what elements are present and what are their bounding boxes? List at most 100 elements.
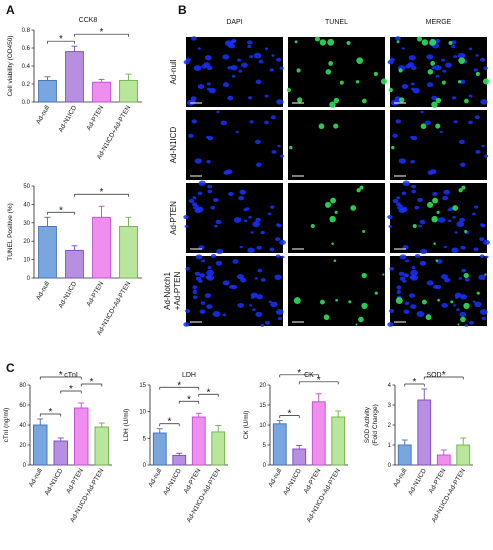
micrograph-dapi-3 xyxy=(183,253,285,327)
tunel-positive-spot xyxy=(294,40,298,44)
y-tick-label: 10 xyxy=(23,258,30,264)
tunel-positive-spot xyxy=(421,39,429,46)
y-tick-label: 2 xyxy=(388,423,392,429)
dapi-nucleus xyxy=(387,322,394,327)
x-tick-label: Ad-PTEN xyxy=(303,467,323,495)
dapi-nucleus xyxy=(388,224,393,228)
dapi-nucleus xyxy=(260,230,265,235)
dapi-nucleus xyxy=(435,74,440,78)
tunel-positive-spot xyxy=(436,210,440,214)
dapi-nucleus xyxy=(260,323,265,327)
tunel-positive-spot xyxy=(457,80,462,84)
bar xyxy=(436,454,451,466)
dapi-nucleus xyxy=(389,267,395,271)
dapi-nucleus xyxy=(417,197,423,203)
tunel-positive-spot xyxy=(433,242,436,245)
dapi-nucleus xyxy=(239,245,243,249)
y-tick-label: 0 xyxy=(263,463,267,469)
dapi-nucleus xyxy=(409,136,414,139)
y-tick-label: 10 xyxy=(259,423,266,429)
dapi-nucleus xyxy=(411,184,417,189)
tunel-positive-spot xyxy=(420,123,427,130)
dapi-nucleus xyxy=(271,54,275,57)
tunel-positive-spot xyxy=(464,98,469,104)
dapi-nucleus xyxy=(255,139,261,145)
dapi-nucleus xyxy=(459,311,467,318)
tunel-positive-spot xyxy=(310,223,315,229)
dapi-nucleus xyxy=(252,308,256,311)
dapi-nucleus xyxy=(257,268,263,273)
significance-star: * xyxy=(59,205,63,216)
tunel-positive-spot xyxy=(339,80,344,85)
dapi-nucleus xyxy=(457,52,466,59)
dapi-nucleus xyxy=(402,279,407,283)
dapi-nucleus xyxy=(401,84,409,89)
dapi-nucleus xyxy=(403,309,410,314)
tunel-positive-spot xyxy=(432,197,439,204)
y-tick-label: 20 xyxy=(19,443,26,449)
dapi-nucleus xyxy=(432,191,438,197)
y-tick-label: 80 xyxy=(19,383,26,389)
dapi-nucleus xyxy=(255,217,261,223)
bar xyxy=(456,444,471,466)
dapi-nucleus xyxy=(452,304,457,307)
dapi-nucleus xyxy=(258,59,264,64)
dapi-nucleus xyxy=(270,115,276,120)
tunel-positive-spot xyxy=(396,40,400,44)
micrograph-background xyxy=(186,183,283,253)
dapi-nucleus xyxy=(437,217,446,223)
dapi-nucleus xyxy=(250,231,254,234)
dapi-nucleus xyxy=(193,289,197,292)
tunel-positive-spot xyxy=(464,230,468,234)
tunel-positive-spot xyxy=(388,87,393,93)
bar xyxy=(119,226,138,279)
tunel-positive-spot xyxy=(330,197,337,204)
dapi-nucleus xyxy=(439,130,443,134)
dapi-nucleus xyxy=(248,216,252,219)
chart-title: CK xyxy=(304,372,314,379)
dapi-nucleus xyxy=(451,44,456,49)
dapi-nucleus xyxy=(443,189,451,195)
tunel-positive-spot xyxy=(362,230,366,234)
y-tick-label: 4 xyxy=(388,383,392,389)
dapi-nucleus xyxy=(468,320,475,325)
dapi-nucleus xyxy=(207,184,213,189)
tunel-positive-spot xyxy=(293,297,301,305)
dapi-nucleus xyxy=(213,197,219,203)
dapi-nucleus xyxy=(250,296,255,299)
tunel-positive-spot xyxy=(431,215,438,223)
tunel-positive-spot xyxy=(416,36,422,42)
dapi-nucleus xyxy=(404,301,410,305)
tunel-positive-spot xyxy=(362,98,367,104)
dapi-nucleus xyxy=(216,248,224,255)
y-axis-label: LDH (U/ml) xyxy=(123,409,130,442)
micrograph-tunel-2 xyxy=(288,183,385,253)
dapi-nucleus xyxy=(388,309,395,314)
bar xyxy=(417,399,432,466)
dapi-nucleus xyxy=(194,271,201,276)
dapi-nucleus xyxy=(222,54,230,60)
dapi-nucleus xyxy=(418,224,422,228)
x-tick-label: Ad-PTEN xyxy=(428,467,448,495)
micrograph-dapi-0 xyxy=(183,36,284,107)
dapi-nucleus xyxy=(233,217,242,223)
dapi-nucleus xyxy=(471,212,476,216)
y-tick-label: 40 xyxy=(23,202,30,208)
chart-title: SOD xyxy=(426,372,441,379)
dapi-nucleus xyxy=(197,47,201,50)
dapi-nucleus xyxy=(230,39,236,44)
tunel-positive-spot xyxy=(355,323,358,326)
significance-star: * xyxy=(317,375,321,386)
dapi-nucleus xyxy=(228,191,234,197)
dapi-nucleus xyxy=(227,43,236,49)
dapi-nucleus xyxy=(460,245,466,250)
tunel-positive-spot xyxy=(324,201,332,208)
tunel-positive-spot xyxy=(452,205,459,211)
y-tick-label: 60 xyxy=(19,403,26,409)
dapi-nucleus xyxy=(473,205,479,209)
dapi-nucleus xyxy=(408,293,416,298)
dapi-nucleus xyxy=(192,206,197,210)
dapi-nucleus xyxy=(399,204,403,208)
dapi-nucleus xyxy=(483,66,488,70)
dapi-nucleus xyxy=(204,55,212,61)
